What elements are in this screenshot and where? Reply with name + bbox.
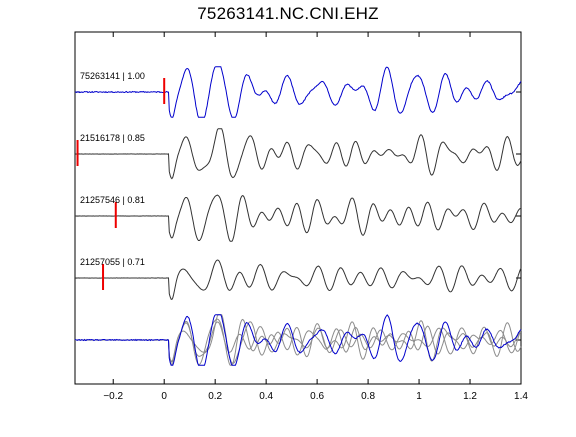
waveform-traces xyxy=(74,66,522,366)
axes-box xyxy=(74,31,522,385)
x-ticks: −0.2 0 0.2 0.4 0.6 0.8 1 1.2 1.4 xyxy=(103,32,528,402)
waveform-trace xyxy=(75,128,522,180)
x-tick-label: 0.6 xyxy=(310,391,324,402)
x-tick-label: 1.4 xyxy=(514,391,528,402)
x-tick-label: 0.4 xyxy=(259,391,273,402)
waveform-trace xyxy=(75,194,522,242)
trace-label: 75263141 | 1.00 xyxy=(80,71,145,81)
x-tick-label: 0.2 xyxy=(208,391,222,402)
x-tick-label: 0.8 xyxy=(361,391,375,402)
x-tick-label: 1 xyxy=(416,391,422,402)
trace-label: 21257055 | 0.71 xyxy=(80,257,145,267)
trace-label: 21516178 | 0.85 xyxy=(80,133,145,143)
x-tick-label: −0.2 xyxy=(103,391,123,402)
chart-title: 75263141.NC.CNI.EHZ xyxy=(197,4,379,23)
trace-label: 21257546 | 0.81 xyxy=(80,195,145,205)
x-tick-label: 1.2 xyxy=(463,391,477,402)
waveform-trace xyxy=(74,259,522,300)
x-tick-label: 0 xyxy=(161,391,167,402)
waveform-trace xyxy=(74,66,522,118)
stack-reference-trace xyxy=(74,314,522,366)
trace-labels: 75263141 | 1.00 21516178 | 0.85 21257546 |… xyxy=(80,71,145,267)
pick-markers xyxy=(76,78,166,290)
stack-overlay-trace xyxy=(74,318,522,366)
